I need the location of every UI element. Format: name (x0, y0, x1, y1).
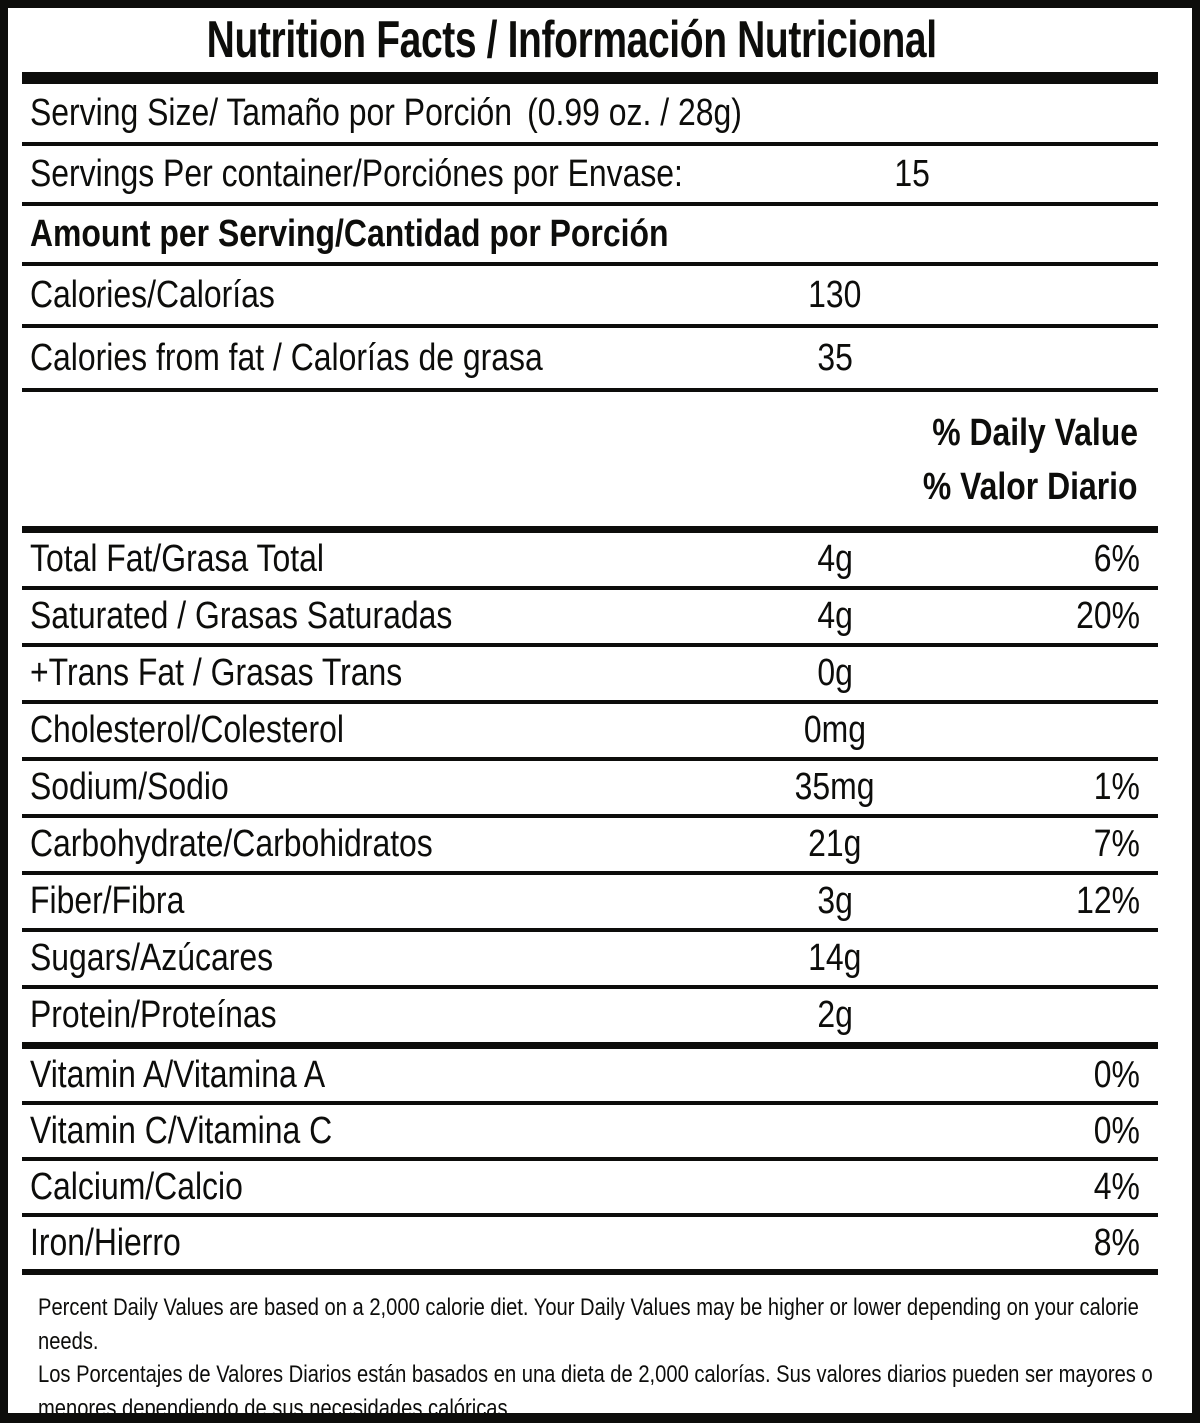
nutrient-label: Sodium/Sodio (30, 766, 229, 808)
nutrient-row-sodium: Sodium/Sodio 35mg 1% (8, 761, 1192, 814)
nutrient-amount: 0g (817, 652, 853, 694)
divider (22, 700, 1158, 704)
nutrient-row-cholesterol: Cholesterol/Colesterol 0mg (8, 704, 1192, 757)
nutrient-label: Protein/Proteínas (30, 994, 277, 1036)
nutrient-row-saturated-fat: Saturated / Grasas Saturadas 4g 20% (8, 590, 1192, 643)
nutrient-row-total-fat: Total Fat/Grasa Total 4g 6% (8, 533, 1192, 586)
nutrient-amount: 4g (817, 595, 853, 637)
serving-size-cell: Serving Size/ Tamaño por Porción (0.99 oz… (30, 92, 1140, 135)
nutrient-label: +Trans Fat / Grasas Trans (30, 652, 403, 694)
divider (22, 262, 1158, 266)
nutrient-dv: 12% (1076, 880, 1140, 922)
nutrient-label: Carbohydrate/Carbohidratos (30, 823, 433, 865)
calories-from-fat-value: 35 (817, 336, 853, 379)
section-divider-bar (22, 526, 1158, 533)
micronutrient-dv: 0% (1093, 1109, 1140, 1152)
divider (22, 1213, 1158, 1217)
divider (22, 388, 1158, 392)
nutrient-dv: 7% (1093, 823, 1140, 865)
nutrient-row-trans-fat: +Trans Fat / Grasas Trans 0g (8, 647, 1192, 700)
nutrient-amount: 4g (817, 538, 853, 580)
divider (22, 928, 1158, 932)
section-divider-bar (22, 1042, 1158, 1049)
nutrient-dv: 1% (1093, 766, 1140, 808)
serving-size-line: Serving Size/ Tamaño por Porción (0.99 oz… (30, 92, 742, 135)
micronutrient-label: Vitamin C/Vitamina C (30, 1109, 333, 1152)
divider (22, 586, 1158, 590)
servings-per-container-row: Servings Per container/Porciónes por Env… (8, 146, 1192, 202)
divider (22, 814, 1158, 818)
nutrient-label: Total Fat/Grasa Total (30, 538, 324, 580)
servings-per-container-cell: Servings Per container/Porciónes por Env… (30, 153, 807, 196)
nutrient-amount: 14g (808, 937, 862, 979)
micronutrient-row-calcium: Calcium/Calcio 4% (8, 1161, 1192, 1213)
divider (22, 985, 1158, 989)
nutrient-amount: 2g (817, 994, 853, 1036)
nutrient-amount: 3g (817, 880, 853, 922)
micronutrient-row-vitamin-c: Vitamin C/Vitamina C 0% (8, 1105, 1192, 1157)
nutrient-label: Cholesterol/Colesterol (30, 709, 345, 751)
daily-value-header-en: % Daily Value (8, 406, 1192, 460)
daily-value-header-en-text: % Daily Value (932, 411, 1138, 454)
servings-per-container-value: 15 (894, 152, 931, 195)
divider (22, 871, 1158, 875)
daily-value-header-es: % Valor Diario (8, 460, 1192, 514)
servings-per-container-value-cell: 15 (807, 153, 1017, 196)
micronutrient-dv: 0% (1093, 1053, 1140, 1096)
daily-value-header-es-text: % Valor Diario (923, 465, 1138, 508)
label-title-text: Nutrition Facts / Información Nutriciona… (206, 11, 938, 69)
servings-per-container-label: Servings Per container/Porciónes por Env… (30, 152, 683, 195)
divider (22, 142, 1158, 146)
amount-per-serving-header: Amount per Serving/Cantidad por Porción (30, 212, 669, 255)
calories-row: Calories/Calorías 130 (8, 266, 1192, 324)
divider (22, 1157, 1158, 1161)
nutrient-dv: 20% (1076, 595, 1140, 637)
nutrient-row-protein: Protein/Proteínas 2g (8, 989, 1192, 1042)
footnote-spanish: Los Porcentajes de Valores Diarios están… (38, 1361, 1153, 1422)
nutrient-label: Sugars/Azúcares (30, 937, 274, 979)
calories-label: Calories/Calorías (30, 273, 275, 316)
micronutrient-row-iron: Iron/Hierro 8% (8, 1217, 1192, 1269)
micronutrient-label: Calcium/Calcio (30, 1165, 243, 1208)
nutrient-dv: 6% (1093, 538, 1140, 580)
micronutrient-label: Vitamin A/Vitamina A (30, 1053, 326, 1096)
title-divider-bar (22, 72, 1158, 84)
serving-size-label: Serving Size/ Tamaño por Porción (30, 91, 513, 134)
label-title: Nutrition Facts / Información Nutriciona… (8, 8, 1192, 72)
nutrient-label: Fiber/Fibra (30, 880, 185, 922)
serving-size-row: Serving Size/ Tamaño por Porción (0.99 oz… (8, 84, 1192, 142)
divider (22, 324, 1158, 328)
micronutrient-row-vitamin-a: Vitamin A/Vitamina A 0% (8, 1049, 1192, 1101)
section-divider-bar (22, 1269, 1158, 1275)
nutrient-row-fiber: Fiber/Fibra 3g 12% (8, 875, 1192, 928)
divider (22, 757, 1158, 761)
nutrient-row-carbohydrate: Carbohydrate/Carbohidratos 21g 7% (8, 818, 1192, 871)
amount-per-serving-row: Amount per Serving/Cantidad por Porción (8, 206, 1192, 262)
micronutrient-label: Iron/Hierro (30, 1221, 181, 1264)
nutrient-label: Saturated / Grasas Saturadas (30, 595, 453, 637)
footnote-section: Percent Daily Values are based on a 2,00… (8, 1275, 1192, 1422)
calories-value: 130 (808, 273, 862, 316)
nutrient-amount: 0mg (803, 709, 867, 751)
amount-per-serving-cell: Amount per Serving/Cantidad por Porción (30, 213, 1140, 256)
nutrient-row-sugars: Sugars/Azúcares 14g (8, 932, 1192, 985)
divider (22, 202, 1158, 206)
footnote-english: Percent Daily Values are based on a 2,00… (38, 1294, 1139, 1355)
divider (22, 1101, 1158, 1105)
calories-from-fat-label: Calories from fat / Calorías de grasa (30, 336, 543, 379)
nutrient-amount: 21g (808, 823, 862, 865)
micronutrient-dv: 4% (1093, 1165, 1140, 1208)
micronutrient-dv: 8% (1093, 1221, 1140, 1264)
divider (22, 643, 1158, 647)
serving-size-value: (0.99 oz. / 28g) (527, 91, 742, 134)
calories-from-fat-row: Calories from fat / Calorías de grasa 35 (8, 328, 1192, 388)
nutrient-amount: 35mg (795, 766, 875, 808)
